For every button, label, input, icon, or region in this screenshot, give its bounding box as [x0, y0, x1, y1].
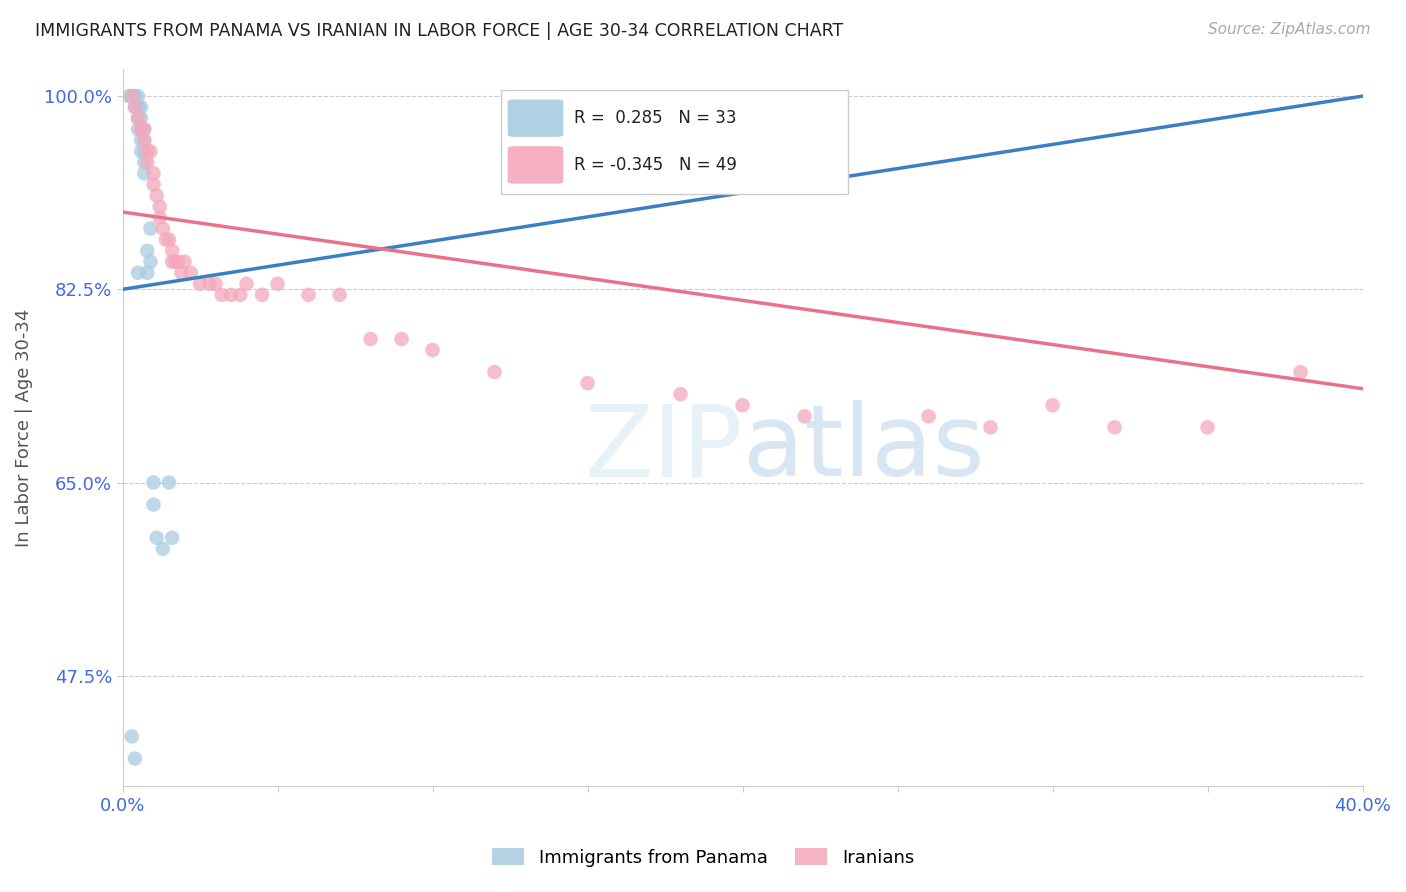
Point — [211, 288, 233, 302]
Point — [1289, 365, 1312, 379]
Point — [204, 277, 226, 291]
Text: Source: ZipAtlas.com: Source: ZipAtlas.com — [1208, 22, 1371, 37]
Point — [145, 531, 167, 545]
Point — [124, 751, 146, 765]
Point — [121, 89, 143, 103]
Point — [157, 475, 180, 490]
Point — [1042, 398, 1064, 412]
Point — [129, 122, 152, 136]
Point — [129, 145, 152, 159]
Point — [124, 100, 146, 114]
Point — [1104, 420, 1126, 434]
Point — [484, 365, 506, 379]
Point — [170, 266, 193, 280]
Point — [297, 288, 319, 302]
Point — [134, 155, 156, 169]
Point — [134, 122, 156, 136]
Point — [160, 531, 183, 545]
Point — [360, 332, 382, 346]
Point — [145, 188, 167, 202]
Point — [118, 89, 141, 103]
Point — [219, 288, 242, 302]
Point — [917, 409, 939, 424]
Point — [180, 266, 202, 280]
Text: IMMIGRANTS FROM PANAMA VS IRANIAN IN LABOR FORCE | AGE 30-34 CORRELATION CHART: IMMIGRANTS FROM PANAMA VS IRANIAN IN LAB… — [35, 22, 844, 40]
Point — [198, 277, 221, 291]
Point — [165, 254, 187, 268]
Point — [157, 233, 180, 247]
Point — [136, 266, 159, 280]
Point — [139, 221, 162, 235]
Point — [121, 730, 143, 744]
Point — [139, 254, 162, 268]
Point — [136, 145, 159, 159]
Point — [134, 166, 156, 180]
Text: ZIP: ZIP — [583, 401, 742, 498]
Point — [127, 122, 149, 136]
Point — [127, 89, 149, 103]
Point — [124, 100, 146, 114]
Point — [142, 498, 165, 512]
Point — [127, 100, 149, 114]
Point — [127, 112, 149, 126]
Point — [188, 277, 211, 291]
Point — [149, 211, 172, 225]
Point — [422, 343, 444, 357]
Point — [129, 122, 152, 136]
Point — [173, 254, 195, 268]
Point — [134, 145, 156, 159]
Point — [160, 254, 183, 268]
Legend: Immigrants from Panama, Iranians: Immigrants from Panama, Iranians — [485, 841, 921, 874]
Point — [669, 387, 692, 401]
Point — [250, 288, 273, 302]
Point — [134, 133, 156, 147]
Point — [124, 89, 146, 103]
Point — [160, 244, 183, 258]
Point — [235, 277, 257, 291]
Point — [127, 112, 149, 126]
Point — [731, 398, 754, 412]
Point — [129, 112, 152, 126]
Point — [134, 122, 156, 136]
Point — [127, 100, 149, 114]
Point — [121, 89, 143, 103]
Point — [152, 221, 174, 235]
Point — [229, 288, 252, 302]
Point — [124, 89, 146, 103]
Point — [142, 475, 165, 490]
Text: atlas: atlas — [742, 401, 984, 498]
Point — [391, 332, 413, 346]
Point — [142, 178, 165, 192]
Point — [1197, 420, 1219, 434]
Point — [134, 133, 156, 147]
Point — [136, 244, 159, 258]
Point — [980, 420, 1002, 434]
Y-axis label: In Labor Force | Age 30-34: In Labor Force | Age 30-34 — [15, 308, 32, 547]
Point — [266, 277, 288, 291]
Point — [793, 409, 815, 424]
Point — [328, 288, 350, 302]
Point — [155, 233, 177, 247]
Point — [127, 266, 149, 280]
Point — [152, 541, 174, 556]
Point — [576, 376, 599, 391]
Point — [136, 155, 159, 169]
Point — [142, 166, 165, 180]
Point — [139, 145, 162, 159]
Point — [167, 254, 190, 268]
Point — [149, 200, 172, 214]
Point — [129, 133, 152, 147]
Point — [129, 100, 152, 114]
